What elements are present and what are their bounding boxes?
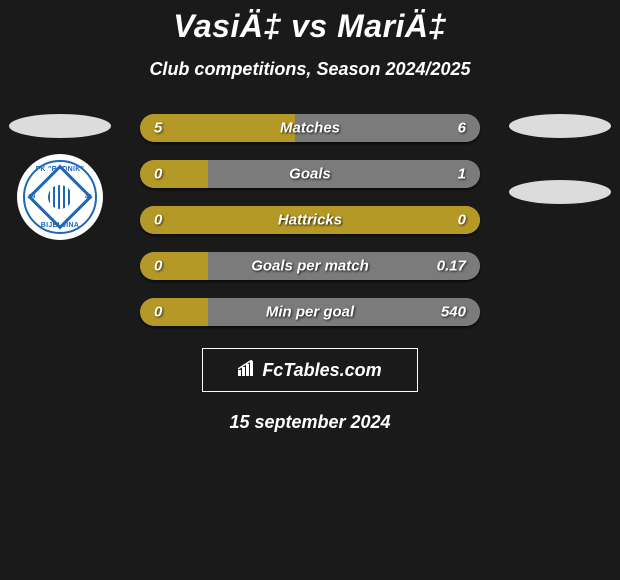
bar-chart-icon bbox=[238, 360, 258, 381]
stat-label: Hattricks bbox=[278, 212, 342, 229]
stat-row: 0 Goals 1 bbox=[140, 160, 480, 188]
stat-row: 0 Hattricks 0 bbox=[140, 206, 480, 234]
left-team-column: FK "RADNIK" 19 45 BIJELJINA bbox=[0, 114, 120, 326]
footer-brand-box[interactable]: FcTables.com bbox=[202, 348, 418, 392]
stat-value-left: 0 bbox=[154, 166, 162, 183]
stat-label: Matches bbox=[280, 120, 340, 137]
logo-year-left: 19 bbox=[28, 194, 35, 201]
logo-ring: FK "RADNIK" 19 45 BIJELJINA bbox=[23, 160, 97, 234]
right-team-ellipse-2 bbox=[509, 180, 611, 204]
stat-value-right: 6 bbox=[458, 120, 466, 137]
stat-bars: 5 Matches 6 0 Goals 1 0 Hattricks 0 0 Go… bbox=[120, 114, 500, 326]
stat-value-left: 5 bbox=[154, 120, 162, 137]
logo-text-bottom: BIJELJINA bbox=[25, 222, 95, 229]
bar-fill-right bbox=[208, 160, 480, 188]
stat-label: Goals per match bbox=[251, 258, 369, 275]
bar-fill-left bbox=[140, 252, 208, 280]
stat-value-right: 1 bbox=[458, 166, 466, 183]
date-text: 15 september 2024 bbox=[0, 412, 620, 433]
stat-row: 0 Goals per match 0.17 bbox=[140, 252, 480, 280]
left-team-ellipse bbox=[9, 114, 111, 138]
right-team-ellipse-1 bbox=[509, 114, 611, 138]
stat-value-right: 0 bbox=[458, 212, 466, 229]
stat-value-right: 540 bbox=[441, 304, 466, 321]
left-team-logo: FK "RADNIK" 19 45 BIJELJINA bbox=[17, 154, 103, 240]
bar-fill-left bbox=[140, 160, 208, 188]
bar-fill-left bbox=[140, 114, 295, 142]
stat-value-right: 0.17 bbox=[437, 258, 466, 275]
stat-label: Min per goal bbox=[266, 304, 354, 321]
stat-value-left: 0 bbox=[154, 258, 162, 275]
logo-diamond-icon bbox=[27, 164, 92, 229]
stat-row: 5 Matches 6 bbox=[140, 114, 480, 142]
bar-fill-left bbox=[140, 298, 208, 326]
stat-label: Goals bbox=[289, 166, 331, 183]
logo-year-right: 45 bbox=[85, 194, 92, 201]
right-team-column bbox=[500, 114, 620, 326]
comparison-infographic: VasiÄ‡ vs MariÄ‡ Club competitions, Seas… bbox=[0, 0, 620, 433]
content-row: FK "RADNIK" 19 45 BIJELJINA 5 Matches 6 … bbox=[0, 114, 620, 326]
page-title: VasiÄ‡ vs MariÄ‡ bbox=[0, 8, 620, 45]
page-subtitle: Club competitions, Season 2024/2025 bbox=[0, 59, 620, 80]
stat-value-left: 0 bbox=[154, 304, 162, 321]
footer-brand: FcTables.com bbox=[238, 360, 381, 381]
stat-row: 0 Min per goal 540 bbox=[140, 298, 480, 326]
stat-value-left: 0 bbox=[154, 212, 162, 229]
footer-brand-text: FcTables.com bbox=[262, 360, 381, 380]
